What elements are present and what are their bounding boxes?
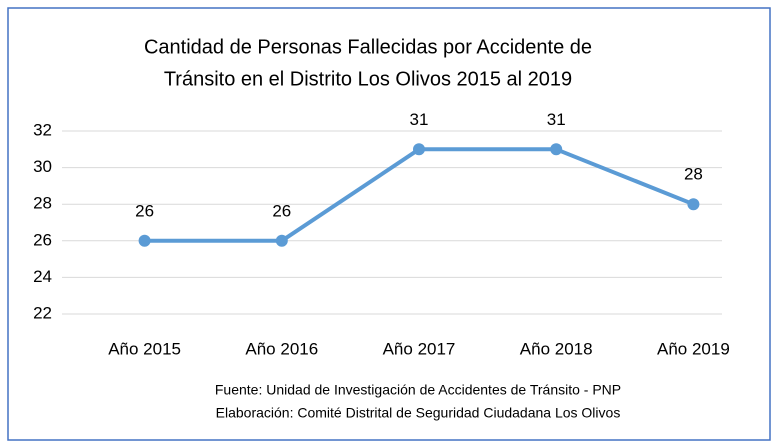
y-tick-label: 24 xyxy=(33,267,52,286)
x-tick-label: Año 2015 xyxy=(108,339,181,358)
data-point xyxy=(550,143,563,156)
chart-title: Tránsito en el Distrito Los Olivos 2015 … xyxy=(164,68,572,90)
source-note: Elaboración: Comité Distrital de Segurid… xyxy=(216,405,621,421)
y-tick-label: 32 xyxy=(33,120,52,139)
x-tick-label: Año 2016 xyxy=(245,339,318,358)
data-point xyxy=(413,143,425,156)
data-label: 26 xyxy=(272,201,291,220)
data-label: 31 xyxy=(410,110,429,129)
data-label: 31 xyxy=(547,110,566,129)
chart-border xyxy=(7,7,771,441)
data-point xyxy=(687,198,700,211)
y-tick-label: 28 xyxy=(33,194,52,213)
data-point xyxy=(138,234,151,247)
x-tick-label: Año 2017 xyxy=(383,339,456,358)
data-point xyxy=(275,234,288,247)
y-tick-label: 26 xyxy=(33,230,52,249)
y-tick-label: 30 xyxy=(33,157,52,176)
y-tick-label: 22 xyxy=(33,303,52,322)
x-tick-label: Año 2019 xyxy=(657,339,730,358)
data-label: 26 xyxy=(135,201,154,220)
source-note: Fuente: Unidad de Investigación de Accid… xyxy=(215,382,621,398)
x-tick-label: Año 2018 xyxy=(520,339,593,358)
data-label: 28 xyxy=(684,165,703,184)
chart-title: Cantidad de Personas Fallecidas por Acci… xyxy=(144,36,592,58)
